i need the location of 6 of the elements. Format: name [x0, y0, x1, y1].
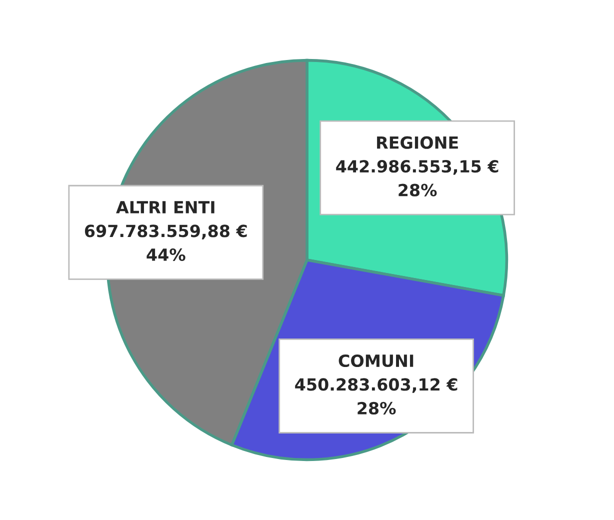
slice-label: REGIONE [377, 136, 458, 149]
slice-label: ALTRI ENTI [116, 201, 214, 214]
data-label: 442.986.553,15 € 28% [336, 160, 498, 196]
slice-label: COMUNI [338, 354, 414, 368]
data-label: 450.283.603,12 € 28% [295, 378, 458, 415]
data-label: 697.783.559,88 € 44% [84, 224, 247, 261]
